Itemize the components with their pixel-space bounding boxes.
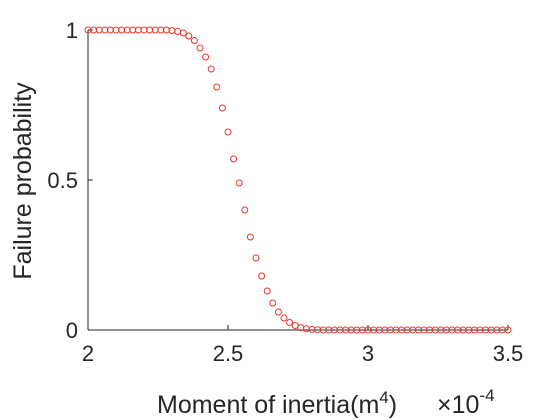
data-point <box>174 28 182 35</box>
data-point <box>246 233 254 241</box>
x-axis-multiplier: ×10-4 <box>437 386 495 419</box>
data-point <box>258 272 266 280</box>
x-axis-multiplier-exponent: -4 <box>479 386 494 405</box>
x-axis-title: Moment of inertia(m4) <box>157 388 397 419</box>
data-point <box>269 299 277 307</box>
data-point <box>274 308 282 316</box>
data-point <box>179 29 187 37</box>
ticks-group: 2 2.5 3 3.5 0 0.5 1 <box>47 18 523 366</box>
data-point <box>235 179 243 187</box>
data-point <box>230 155 238 163</box>
data-point <box>213 83 221 91</box>
y-axis-title: Failure probability <box>9 82 37 280</box>
points-group <box>84 26 512 334</box>
x-tick-label: 3.5 <box>493 341 524 366</box>
data-point <box>202 53 210 61</box>
data-point <box>218 104 226 112</box>
x-axis-multiplier-base: ×10 <box>437 391 479 419</box>
x-tick-label: 3 <box>362 341 374 366</box>
x-tick-label: 2.5 <box>213 341 244 366</box>
data-point <box>224 128 232 136</box>
data-point <box>241 206 249 214</box>
data-point <box>185 32 193 40</box>
data-point <box>286 319 294 326</box>
data-point <box>190 37 198 44</box>
data-point <box>280 314 288 322</box>
y-tick-label: 0 <box>66 318 78 343</box>
x-tick-label: 2 <box>82 341 94 366</box>
x-axis-title-main: Moment of inertia(m <box>157 391 379 419</box>
data-point <box>302 325 310 333</box>
x-axis-title-close: ) <box>389 391 397 419</box>
data-point <box>196 44 204 52</box>
y-tick-label: 1 <box>66 18 78 43</box>
data-point <box>252 254 260 262</box>
data-point <box>263 287 271 295</box>
data-point <box>308 325 316 333</box>
y-tick-label: 0.5 <box>47 168 78 193</box>
x-axis-title-superscript: 4 <box>379 388 388 407</box>
data-point <box>168 27 176 35</box>
data-point <box>207 65 215 73</box>
data-point <box>504 326 512 334</box>
